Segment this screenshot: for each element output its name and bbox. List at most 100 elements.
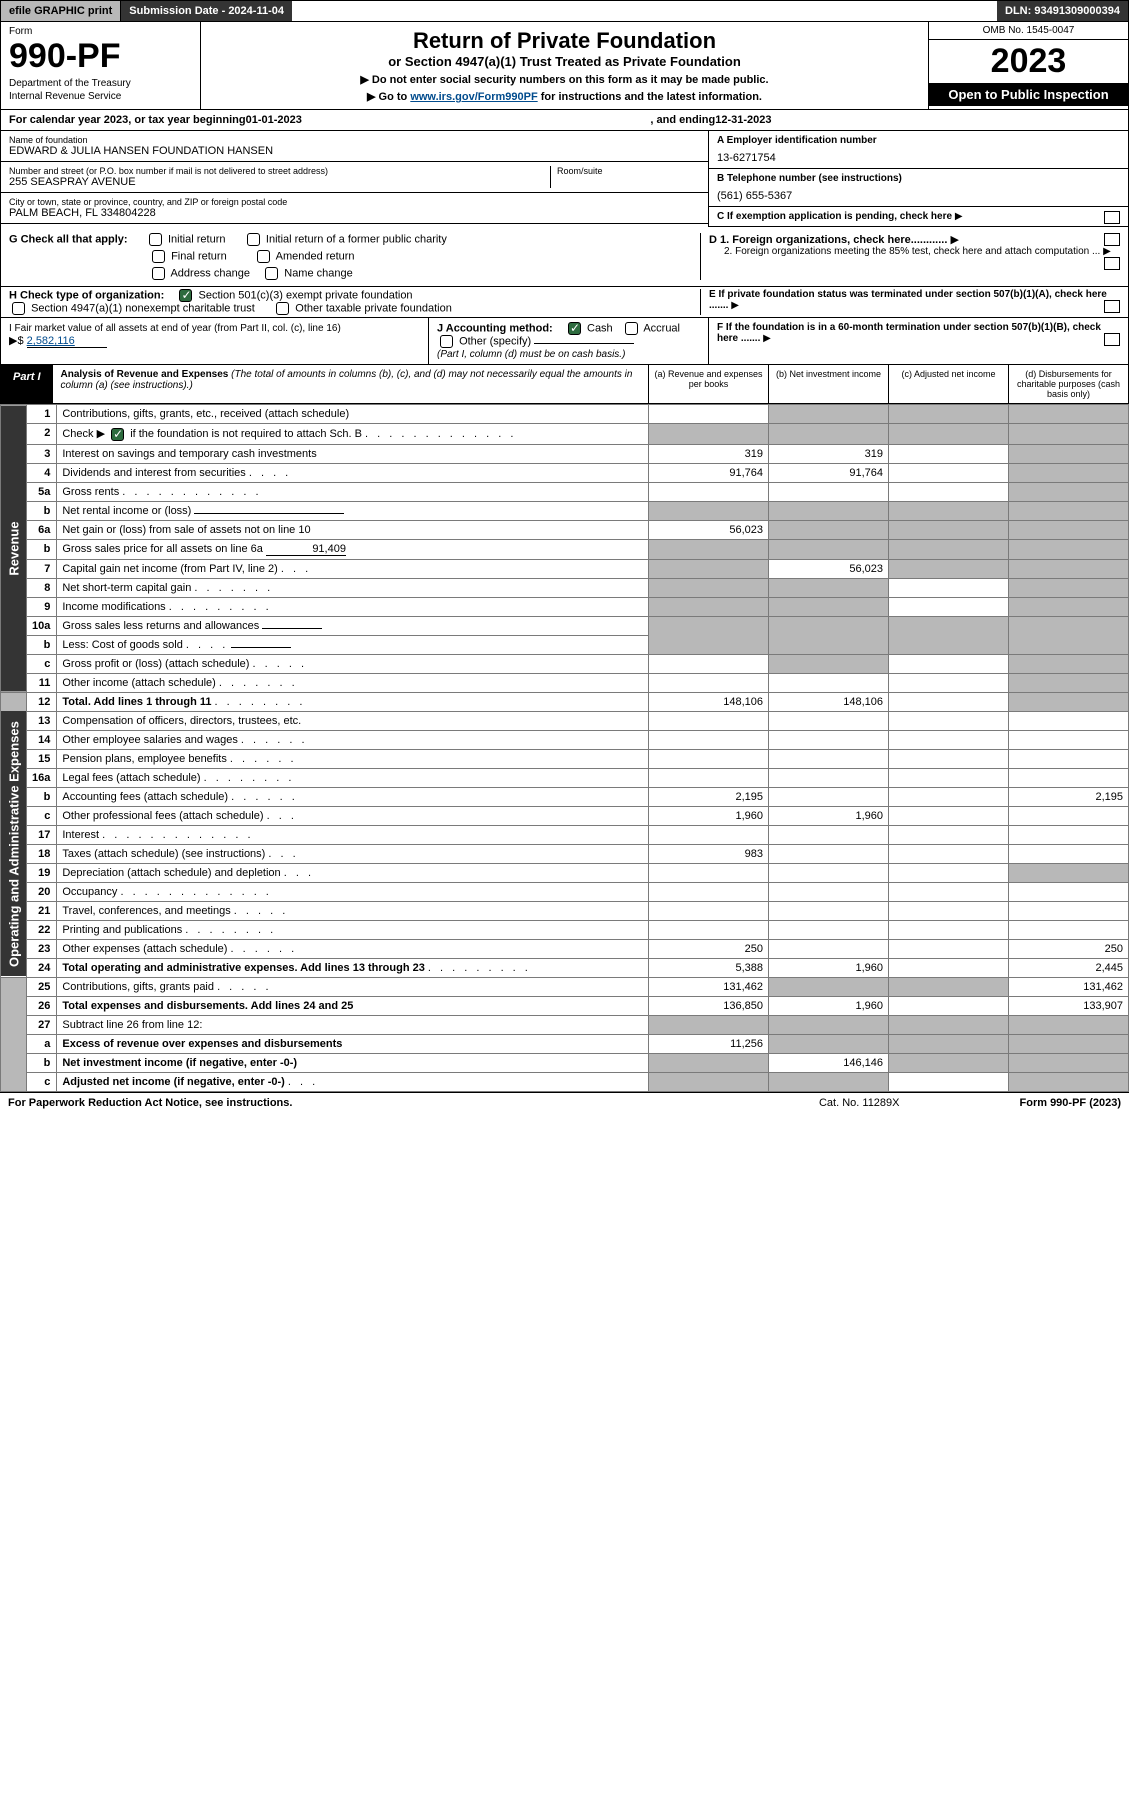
part1-title: Analysis of Revenue and Expenses (61, 369, 229, 380)
cal-begin: 01-01-2023 (246, 114, 302, 126)
s501-checkbox[interactable] (179, 289, 192, 302)
table-row: 23 Other expenses (attach schedule) . . … (1, 939, 1129, 958)
table-row: 25 Contributions, gifts, grants paid . .… (1, 977, 1129, 996)
arrow-icon: ▶ (955, 211, 963, 222)
row-num: c (27, 806, 57, 825)
form-title: Return of Private Foundation (207, 28, 922, 54)
row-desc: Check ▶ if the foundation is not require… (57, 424, 649, 445)
row-num: 17 (27, 825, 57, 844)
row-desc: Other income (attach schedule) . . . . .… (57, 673, 649, 692)
row-desc: Net short-term capital gain . . . . . . … (57, 578, 649, 597)
table-row: 26 Total expenses and disbursements. Add… (1, 996, 1129, 1015)
name-change-checkbox[interactable] (265, 267, 278, 280)
g-row: G Check all that apply: Initial return I… (0, 227, 1129, 287)
e-row: E If private foundation status was termi… (709, 289, 1120, 311)
other-tax-checkbox[interactable] (276, 302, 289, 315)
table-row: 21 Travel, conferences, and meetings . .… (1, 901, 1129, 920)
part1-header: Part I Analysis of Revenue and Expenses … (0, 365, 1129, 404)
cell-value: 1,960 (769, 996, 889, 1015)
note2-post: for instructions and the latest informat… (538, 91, 762, 103)
schb-checkbox[interactable] (111, 428, 124, 441)
cell-value: 146,146 (769, 1053, 889, 1072)
accrual-label: Accrual (643, 322, 680, 334)
row-num: 2 (27, 424, 57, 445)
cash-label: Cash (587, 322, 613, 334)
s4947-checkbox[interactable] (12, 302, 25, 315)
other-method-checkbox[interactable] (440, 335, 453, 348)
header-right: OMB No. 1545-0047 2023 Open to Public In… (928, 22, 1128, 109)
c-checkbox[interactable] (1104, 211, 1120, 224)
other-tax-label: Other taxable private foundation (295, 302, 452, 314)
s4947-label: Section 4947(a)(1) nonexempt charitable … (31, 302, 255, 314)
amended-return-label: Amended return (276, 250, 355, 262)
col-a-header: (a) Revenue and expenses per books (648, 365, 768, 403)
row-desc: Total expenses and disbursements. Add li… (57, 996, 649, 1015)
row-num: 25 (27, 977, 57, 996)
row-num: 9 (27, 597, 57, 616)
other-method-label: Other (specify) (459, 335, 531, 347)
efile-print-button[interactable]: efile GRAPHIC print (1, 1, 121, 21)
part1-desc: Analysis of Revenue and Expenses (The to… (53, 365, 648, 403)
row-desc: Capital gain net income (from Part IV, l… (57, 559, 649, 578)
row-num: 23 (27, 939, 57, 958)
table-row: b Net investment income (if negative, en… (1, 1053, 1129, 1072)
cell-value: 2,195 (649, 787, 769, 806)
e-checkbox[interactable] (1104, 300, 1120, 313)
ein-label: A Employer identification number (717, 135, 1120, 146)
table-row: 7 Capital gain net income (from Part IV,… (1, 559, 1129, 578)
c-label: C If exemption application is pending, c… (717, 211, 952, 222)
cell-value: 319 (769, 444, 889, 463)
initial-return-checkbox[interactable] (149, 233, 162, 246)
table-row: 15 Pension plans, employee benefits . . … (1, 749, 1129, 768)
fmv-value[interactable]: 2,582,116 (27, 335, 107, 348)
row-desc: Total. Add lines 1 through 11 . . . . . … (57, 692, 649, 711)
table-row: 17 Interest . . . . . . . . . . . . . (1, 825, 1129, 844)
row-desc: Income modifications . . . . . . . . . (57, 597, 649, 616)
address-change-label: Address change (170, 267, 250, 279)
row-num: 13 (27, 711, 57, 730)
row-desc: Gross rents . . . . . . . . . . . . (57, 482, 649, 501)
d1-checkbox[interactable] (1104, 233, 1120, 246)
row-desc: Interest on savings and temporary cash i… (57, 444, 649, 463)
amended-return-checkbox[interactable] (257, 250, 270, 263)
cell-value: 1,960 (769, 958, 889, 977)
d1-label: D 1. Foreign organizations, check here..… (709, 234, 947, 246)
row-desc: Accounting fees (attach schedule) . . . … (57, 787, 649, 806)
form990pf-link[interactable]: www.irs.gov/Form990PF (410, 91, 537, 103)
cell-value: 1,960 (649, 806, 769, 825)
row-desc: Net investment income (if negative, ente… (57, 1053, 649, 1072)
row-num: 21 (27, 901, 57, 920)
table-row: 11 Other income (attach schedule) . . . … (1, 673, 1129, 692)
address-change-checkbox[interactable] (152, 267, 165, 280)
row-desc: Interest . . . . . . . . . . . . . (57, 825, 649, 844)
cell-value: 131,462 (1009, 977, 1129, 996)
initial-former-checkbox[interactable] (247, 233, 260, 246)
cell-value: 131,462 (649, 977, 769, 996)
cell-value: 250 (649, 939, 769, 958)
final-return-checkbox[interactable] (152, 250, 165, 263)
row-num: 11 (27, 673, 57, 692)
cash-checkbox[interactable] (568, 322, 581, 335)
submission-date: Submission Date - 2024-11-04 (121, 1, 292, 21)
table-row: 2 Check ▶ if the foundation is not requi… (1, 424, 1129, 445)
row-desc: Other expenses (attach schedule) . . . .… (57, 939, 649, 958)
row-num: 6a (27, 520, 57, 539)
irs-label: Internal Revenue Service (9, 91, 192, 102)
f-checkbox[interactable] (1104, 333, 1120, 346)
cell-value: 2,195 (1009, 787, 1129, 806)
accrual-checkbox[interactable] (625, 322, 638, 335)
row-desc: Net gain or (loss) from sale of assets n… (57, 520, 649, 539)
row-desc: Adjusted net income (if negative, enter … (57, 1072, 649, 1091)
phone-label: B Telephone number (see instructions) (717, 173, 1120, 184)
footer-catno: Cat. No. 11289X (819, 1097, 900, 1109)
table-row: 5a Gross rents . . . . . . . . . . . . (1, 482, 1129, 501)
open-public: Open to Public Inspection (929, 83, 1128, 106)
d2-checkbox[interactable] (1104, 257, 1120, 270)
row-num: 8 (27, 578, 57, 597)
table-row: 9 Income modifications . . . . . . . . . (1, 597, 1129, 616)
topbar: efile GRAPHIC print Submission Date - 20… (0, 0, 1129, 22)
row-num: 24 (27, 958, 57, 977)
row-desc: Subtract line 26 from line 12: (57, 1015, 649, 1034)
part1-label: Part I (1, 365, 53, 403)
row-num: 15 (27, 749, 57, 768)
